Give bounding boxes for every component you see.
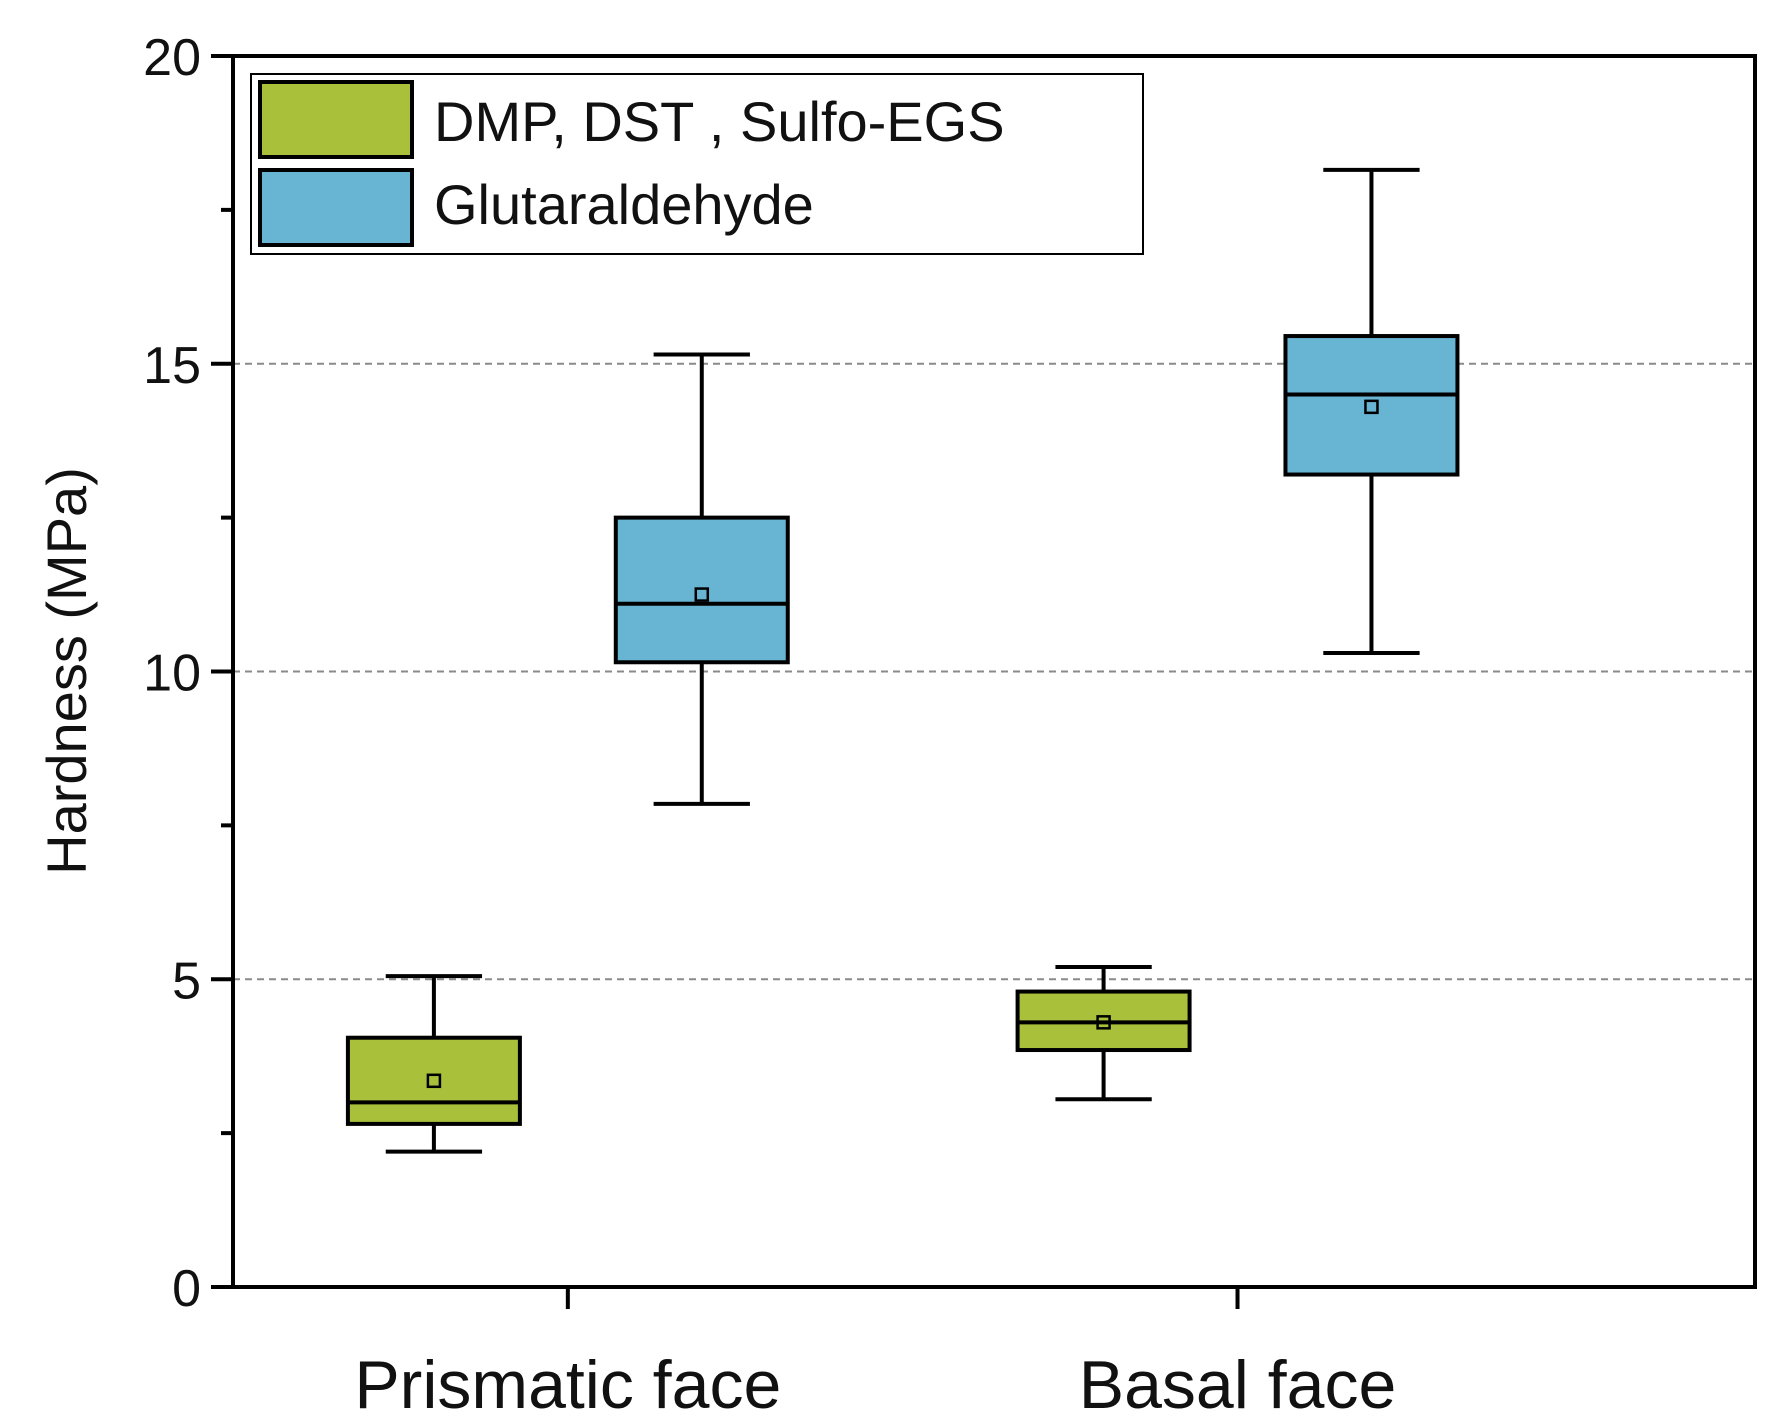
mean-marker-dmp-dst-sulfo-egs-prismatic-face: [426, 1073, 442, 1089]
box-group-dmp-dst-sulfo-egs-prismatic-face: [345, 974, 522, 1154]
x-tick-label-basal-face: Basal face: [1079, 1347, 1397, 1423]
y-tick-label-10: 10: [143, 645, 201, 703]
y-tick-label-20: 20: [143, 29, 201, 87]
x-tick-label-prismatic-face: Prismatic face: [354, 1347, 781, 1423]
legend-swatch-glutaraldehyde: [258, 168, 414, 247]
box-glutaraldehyde-prismatic-face: [613, 515, 790, 665]
y-tick-label-5: 5: [172, 952, 201, 1010]
legend-swatch-dmp-dst-sulfo-egs: [258, 80, 414, 159]
box-group-glutaraldehyde-prismatic-face: [613, 352, 790, 806]
y-tick-label-15: 15: [143, 337, 201, 395]
box-group-dmp-dst-sulfo-egs-basal-face: [1015, 964, 1192, 1102]
y-axis-label: Hardness (MPa): [35, 467, 98, 875]
y-tick-label-0: 0: [172, 1260, 201, 1318]
box-layer: [345, 167, 1460, 1154]
grid-layer: [233, 362, 1755, 981]
mean-marker-glutaraldehyde-prismatic-face: [694, 587, 710, 602]
mean-marker-dmp-dst-sulfo-egs-basal-face: [1096, 1015, 1111, 1030]
box-group-glutaraldehyde-basal-face: [1283, 167, 1460, 656]
legend: DMP, DST , Sulfo-EGS Glutaraldehyde: [250, 73, 1144, 255]
legend-label-glutaraldehyde: Glutaraldehyde: [434, 173, 814, 236]
legend-label-dmp-dst-sulfo-egs: DMP, DST , Sulfo-EGS: [434, 90, 1005, 153]
box-glutaraldehyde-basal-face: [1283, 334, 1460, 477]
mean-marker-glutaraldehyde-basal-face: [1364, 399, 1379, 415]
tick-layer: 0 5 10 15 20 Prismatic face Basal face: [143, 29, 1396, 1423]
box-dmp-dst-sulfo-egs-prismatic-face: [345, 1035, 522, 1126]
